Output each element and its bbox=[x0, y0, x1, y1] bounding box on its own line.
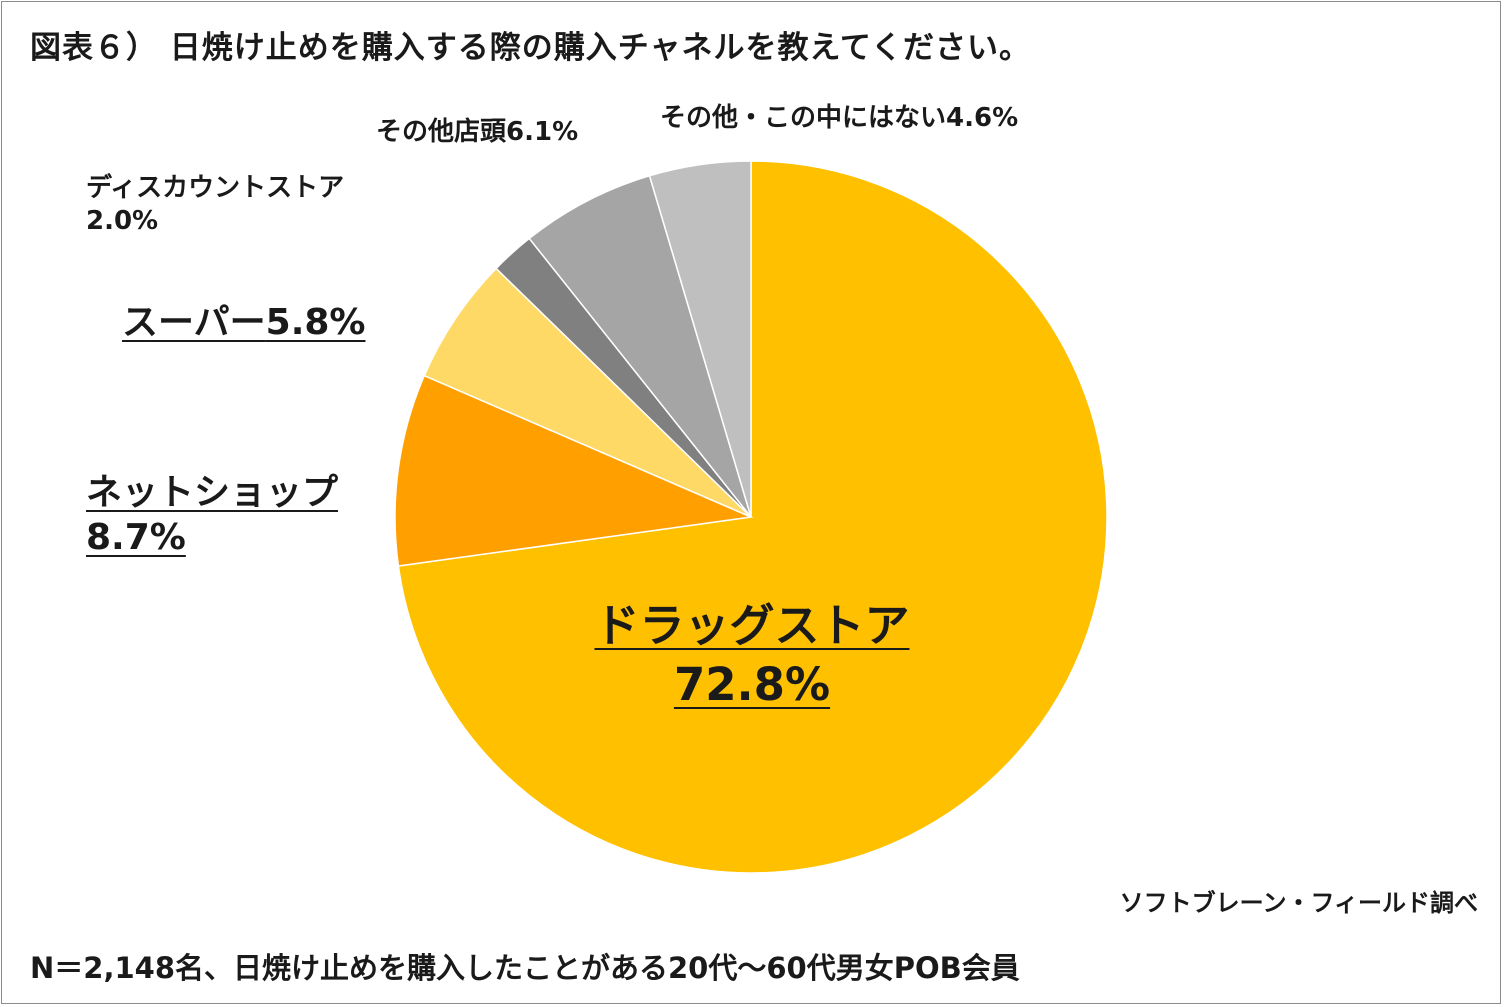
slice-label-discount-store-value: 2.0% bbox=[86, 205, 159, 236]
footnote: N＝2,148名、日焼け止めを購入したことがある20代～60代男女POB会員 bbox=[30, 951, 1020, 985]
slice-label-net-shop-value: 8.7% bbox=[86, 517, 186, 558]
slice-label-other-none-name: その他・この中にはない bbox=[660, 103, 947, 133]
slice-label-drugstore-value: 72.8% bbox=[673, 657, 831, 711]
source-note: ソフトブレーン・フィールド調べ bbox=[1119, 889, 1478, 917]
slice-label-other-none-value: 4.6% bbox=[946, 103, 1019, 133]
slice-label-drugstore-name: ドラッグストア bbox=[594, 599, 910, 652]
slice-label-drugstore: ドラッグストア 72.8% bbox=[556, 597, 948, 714]
slice-label-discount-store: ディスカウントストア 2.0% bbox=[86, 172, 344, 237]
slice-label-other-none: その他・この中にはない4.6% bbox=[660, 102, 1018, 135]
pie-slice-other-none bbox=[648, 160, 752, 518]
slice-label-supermarket-name: スーパー bbox=[122, 302, 266, 343]
pie-slice-other-store bbox=[528, 174, 752, 518]
slice-label-net-shop: ネットショップ 8.7% bbox=[86, 470, 338, 560]
slice-label-supermarket: スーパー5.8% bbox=[122, 300, 365, 345]
slice-label-other-store: その他店頭6.1% bbox=[376, 116, 578, 149]
slice-label-other-store-name: その他店頭 bbox=[376, 117, 507, 147]
slice-label-supermarket-value: 5.8% bbox=[265, 302, 366, 343]
pie-slice-supermarket bbox=[423, 267, 752, 518]
chart-title: 図表６） 日焼け止めを購入する際の購入チャネルを教えてください。 bbox=[30, 30, 1031, 66]
slice-label-discount-store-name: ディスカウントストア bbox=[86, 173, 345, 203]
slice-label-net-shop-name: ネットショップ bbox=[86, 472, 339, 513]
pie-slice-net-shop bbox=[394, 374, 754, 567]
slice-label-other-store-value: 6.1% bbox=[506, 117, 579, 147]
